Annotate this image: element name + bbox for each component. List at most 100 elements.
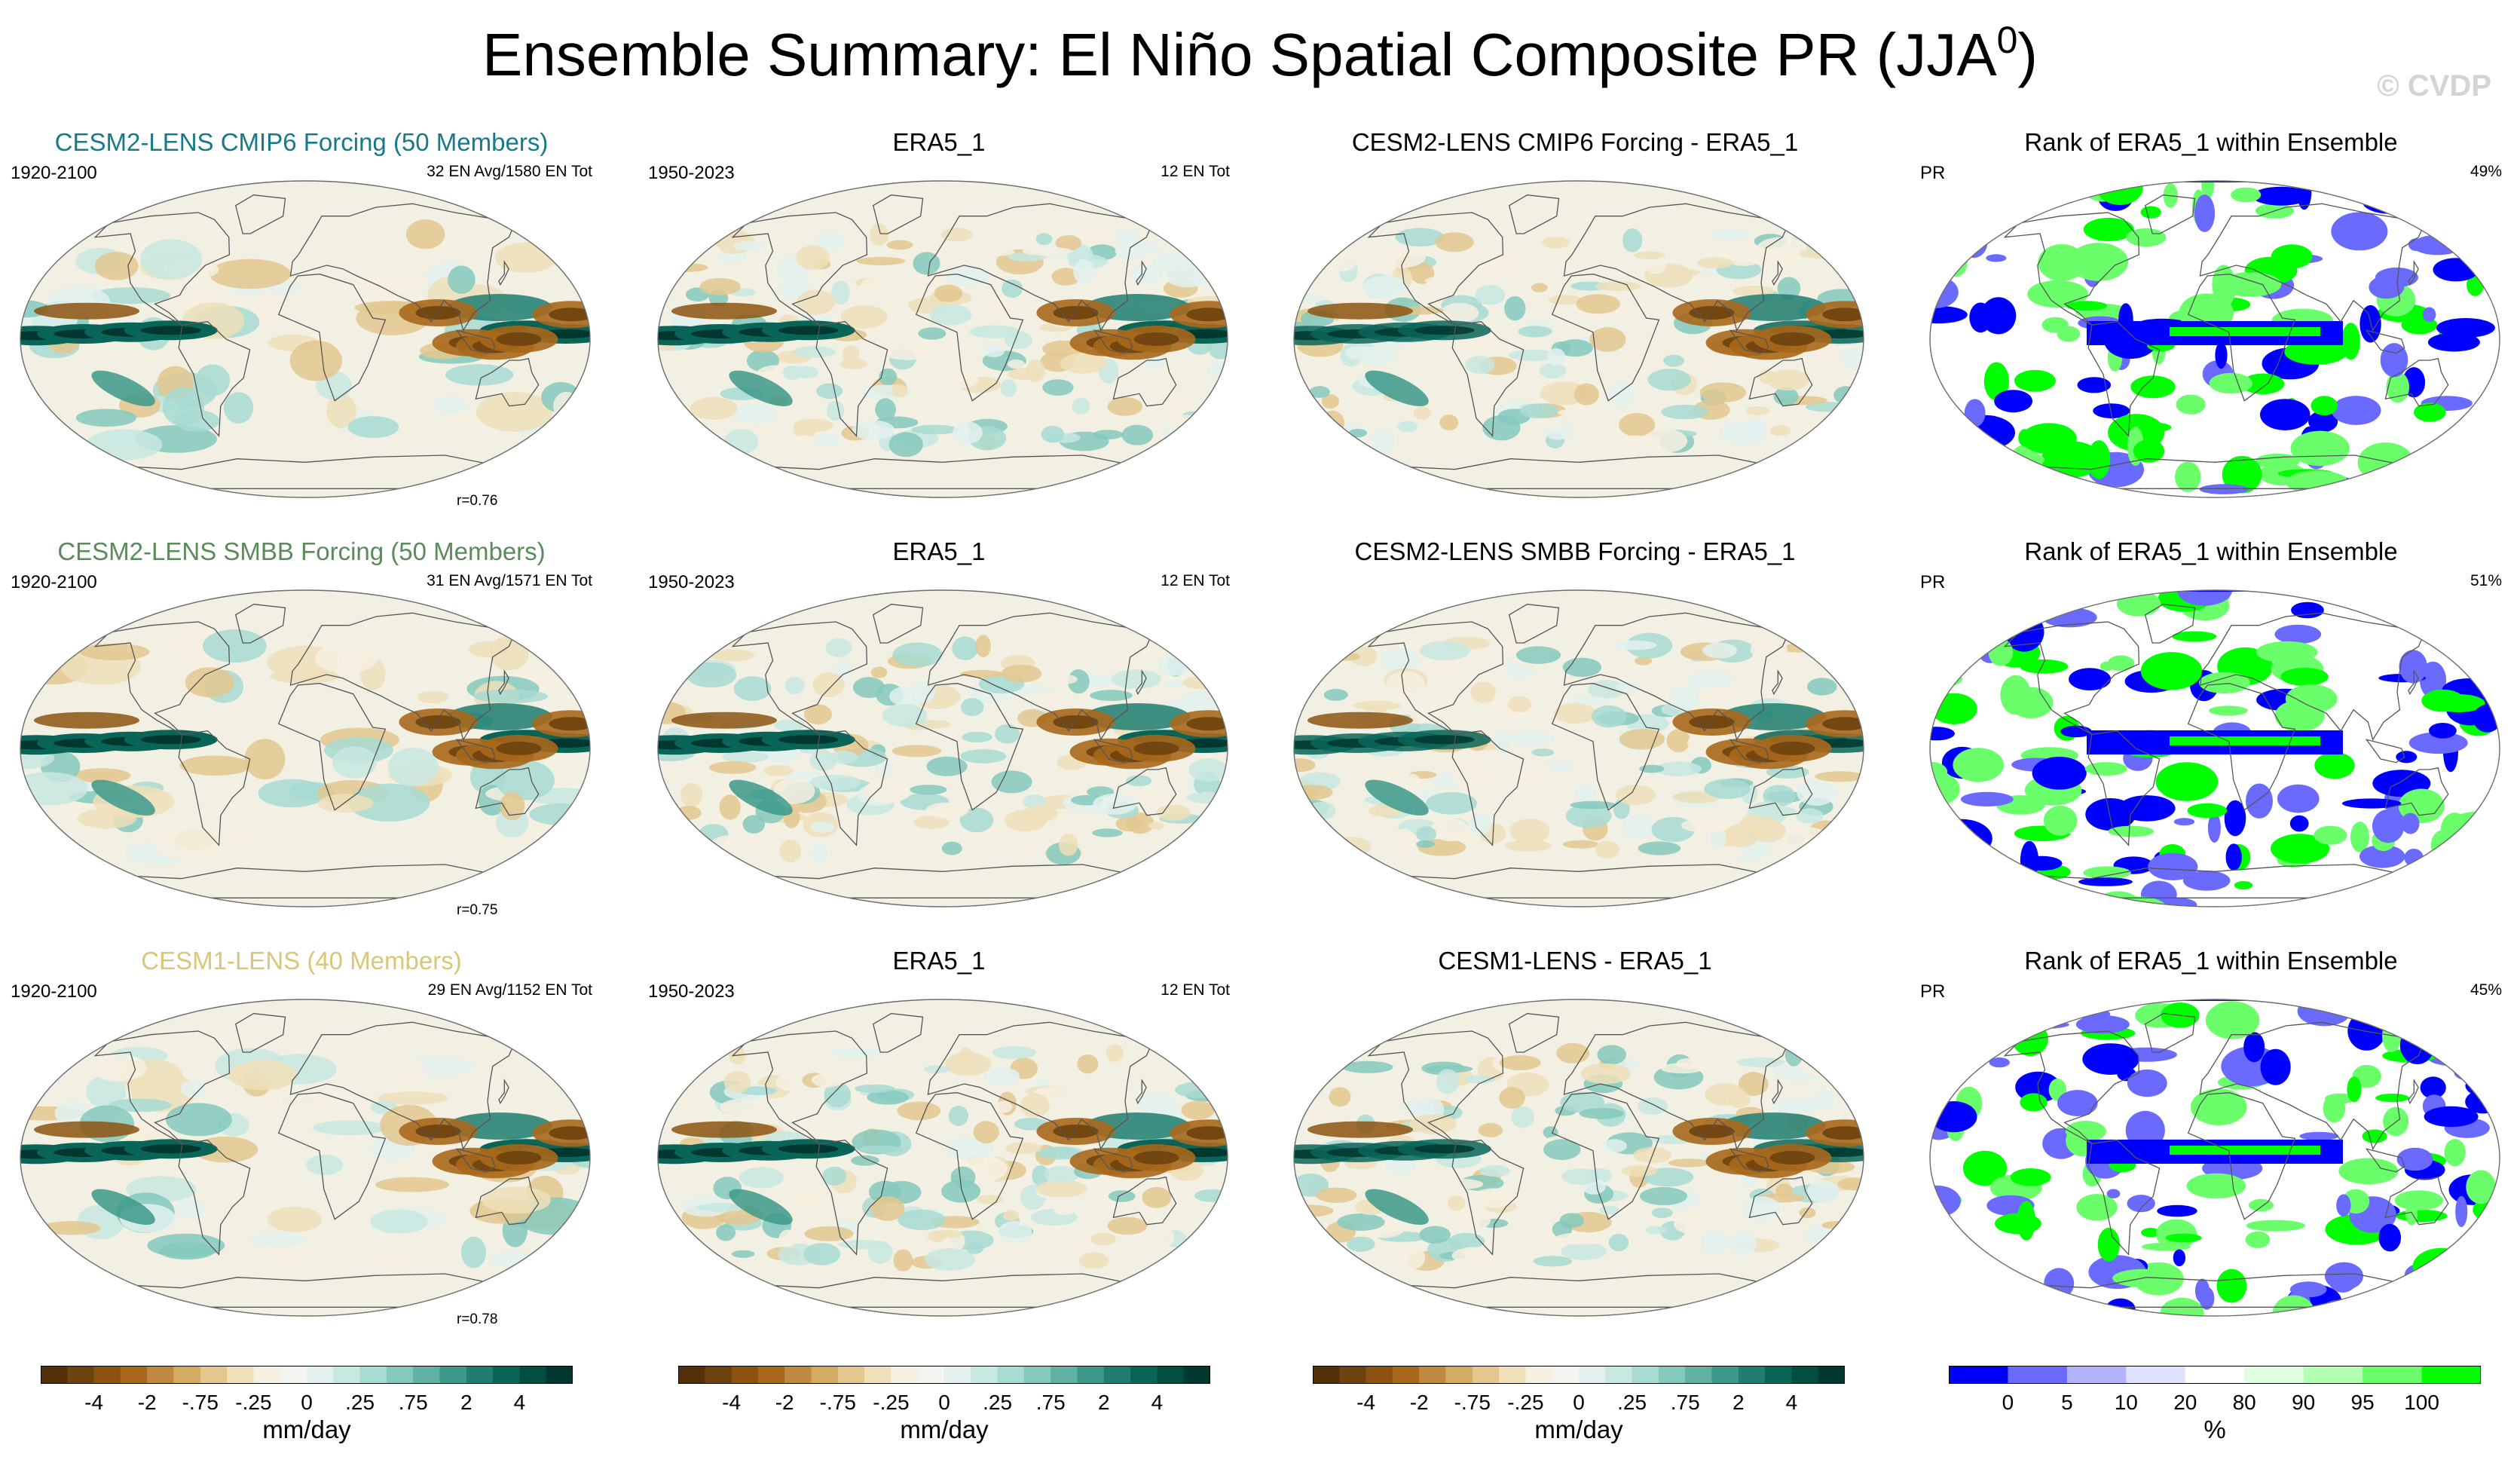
panel-left-label: 1950-2023 — [648, 163, 735, 183]
colorbar-swatch — [971, 1366, 998, 1384]
anomaly-blob — [816, 433, 841, 447]
coastline — [2144, 194, 2196, 234]
colorbar-swatch — [307, 1366, 334, 1384]
anomaly-blob — [1397, 421, 1418, 433]
rank-patch — [2252, 186, 2310, 206]
coastline — [1386, 454, 1773, 489]
anomaly-blob — [952, 636, 978, 660]
anomaly-blob — [1416, 840, 1435, 848]
anomaly-blob — [1108, 1190, 1136, 1202]
coastline — [815, 730, 888, 846]
coastline — [872, 194, 924, 234]
anomaly-blob — [1565, 803, 1612, 828]
anomaly-blob — [405, 219, 445, 249]
map-panel: CESM2-LENS CMIP6 Forcing - ERA5_1 — [1281, 124, 1869, 516]
coastline — [2199, 1021, 2426, 1150]
anomaly-blob — [1430, 819, 1470, 842]
rank-patch — [2083, 866, 2131, 880]
colorbar-swatch — [1605, 1366, 1632, 1384]
rank-patch — [2194, 194, 2216, 232]
map-canvas — [1293, 589, 1864, 907]
anomaly-blob — [959, 807, 994, 833]
anomaly-blob — [911, 424, 959, 435]
coastline — [1451, 730, 1525, 846]
anomaly-blob — [1559, 1213, 1584, 1228]
rank-patch — [2077, 377, 2112, 393]
coastline — [289, 1021, 516, 1150]
colorbar-swatch — [546, 1366, 573, 1384]
colorbar-frame — [41, 1366, 573, 1384]
coastline — [2365, 329, 2405, 354]
anomaly-blob — [804, 1226, 854, 1241]
rank-patch — [2014, 369, 2056, 392]
colorbar-swatch — [1525, 1366, 1553, 1384]
rank-patch — [2216, 1269, 2247, 1303]
map-ensemble — [15, 992, 595, 1324]
anomaly-blob — [468, 641, 512, 658]
coastline — [750, 864, 1137, 898]
anomaly-blob — [1093, 430, 1124, 439]
rank-patch — [1978, 453, 2000, 481]
anomaly-blob — [1705, 1082, 1745, 1106]
rank-patch — [2020, 659, 2069, 674]
anomaly-blob — [1573, 383, 1599, 406]
rank-patch — [2069, 181, 2106, 196]
anomaly-blob — [86, 1075, 127, 1109]
anomaly-blob — [1347, 1236, 1375, 1252]
anomaly-blob — [1583, 248, 1599, 263]
rank-patch — [1980, 297, 2017, 335]
map-border — [20, 589, 591, 907]
rank-patch — [2155, 762, 2219, 801]
anomaly-blob — [1372, 428, 1395, 454]
anomaly-blob — [312, 1120, 387, 1135]
panel-right-label: 29 EN Avg/1152 EN Tot — [427, 981, 592, 999]
coastline — [93, 621, 231, 735]
anomaly-blob — [852, 420, 895, 440]
dry-anomaly-core — [1133, 332, 1179, 346]
anomaly-blob — [825, 638, 852, 657]
panel-title: Rank of ERA5_1 within Ensemble — [2024, 947, 2398, 975]
rank-patch — [2420, 1076, 2446, 1099]
anomaly-blob — [1576, 294, 1620, 314]
anomaly-blob — [1090, 690, 1133, 702]
rank-patch — [1930, 1005, 1983, 1022]
coastline — [2022, 454, 2409, 489]
rank-patch — [1930, 670, 1953, 684]
rank-patch — [2090, 1305, 2117, 1316]
rank-patch — [2408, 238, 2424, 251]
anomaly-blob — [1435, 232, 1474, 252]
coastline — [1551, 274, 1660, 402]
coastline — [1508, 194, 1560, 234]
anomaly-blob — [888, 432, 923, 458]
colorbar-swatch — [67, 1366, 94, 1384]
anomaly-blob — [326, 393, 357, 428]
rank-patch — [2455, 1195, 2468, 1228]
anomaly-blob — [1555, 1232, 1605, 1245]
anomaly-blob — [1090, 1232, 1116, 1246]
rank-patch — [2383, 1106, 2409, 1137]
anomaly-blob — [934, 1229, 963, 1238]
rank-patch — [2245, 1231, 2271, 1248]
map-border — [1929, 999, 2500, 1317]
anomaly-blob — [998, 1221, 1032, 1243]
anomaly-blob — [1833, 386, 1858, 405]
colorbar-swatch — [1499, 1366, 1526, 1384]
anomaly-blob — [678, 243, 721, 257]
anomaly-blob — [223, 392, 254, 424]
anomaly-blob — [1409, 1114, 1457, 1134]
coastline — [475, 767, 540, 816]
anomaly-blob — [1795, 808, 1824, 824]
map-rank — [1925, 583, 2505, 914]
panel-title: CESM1-LENS - ERA5_1 — [1438, 947, 1712, 975]
rank-patch — [2118, 795, 2176, 822]
anomaly-blob — [1060, 353, 1108, 374]
rank-patch — [1956, 855, 2016, 892]
rank-patch — [1987, 199, 2003, 221]
anomaly-blob — [1111, 669, 1161, 689]
anomaly-blob — [1085, 1198, 1118, 1213]
dry-anomaly-core — [1822, 308, 1864, 322]
colorbar-tick-label: -.25 — [873, 1391, 909, 1414]
rank-patch — [1944, 590, 1988, 611]
anomaly-blob — [926, 756, 968, 776]
anomaly-blob — [731, 1250, 755, 1258]
